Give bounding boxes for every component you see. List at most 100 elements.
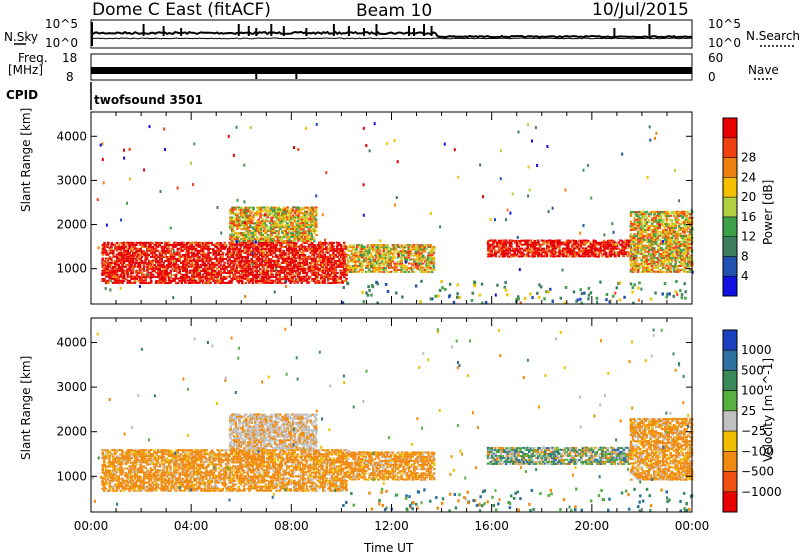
power-echo-cell [110,246,113,248]
power-sparse-echo [490,218,492,221]
power-echo-cell [433,267,436,269]
power-echo-cell [587,253,590,255]
power-echo-cell [639,257,642,259]
power-sparse-echo [320,241,322,244]
power-echo-cell [259,217,262,219]
power-echo-cell [614,255,617,257]
power-echo-cell [255,254,258,256]
power-echo-cell [567,246,570,248]
power-echo-cell [109,266,112,268]
power-sparse-echo [678,199,680,202]
power-clutter-echo [505,289,508,292]
power-echo-cell [631,253,634,255]
power-sparse-echo [103,181,105,184]
power-echo-cell [310,232,313,234]
power-echo-cell [571,245,574,247]
power-echo-cell [526,246,529,248]
power-clutter-echo [419,300,422,303]
power-echo-cell [282,256,285,258]
power-echo-cell [275,276,278,278]
power-clutter-echo [457,283,460,286]
power-echo-cell [234,238,237,240]
power-echo-cell [649,229,652,231]
power-echo-cell [238,236,241,238]
power-sparse-echo [439,225,441,228]
power-echo-cell [669,263,672,265]
power-echo-cell [646,257,649,259]
power-echo-cell [297,215,300,217]
power-echo-cell [150,280,153,282]
power-sparse-echo [562,269,564,272]
power-echo-cell [594,252,597,254]
power-echo-cell [662,221,665,223]
power-echo-cell [683,233,686,235]
power-sparse-echo [120,287,122,290]
power-sparse-echo [365,144,367,147]
power-echo-cell [114,244,117,246]
power-echo-cell [173,256,176,258]
power-echo-cell [203,242,206,244]
power-echo-cell [333,264,336,266]
power-echo-cell [230,282,233,284]
power-echo-cell [630,221,633,223]
power-echo-cell [313,256,316,258]
power-echo-cell [155,254,158,256]
power-echo-cell [408,257,411,259]
power-echo-cell [379,248,382,250]
power-echo-cell [202,260,205,262]
power-echo-cell [202,250,205,252]
power-echo-cell [299,260,302,262]
power-echo-cell [207,282,210,284]
power-echo-cell [617,248,620,250]
power-echo-cell [323,282,326,284]
power-echo-cell [130,248,133,250]
power-echo-cell [268,240,271,242]
power-echo-cell [293,218,296,220]
power-echo-cell [331,254,334,256]
power-sparse-echo [163,128,165,131]
power-echo-cell [633,233,636,235]
power-echo-cell [635,213,638,215]
power-echo-cell [656,257,659,259]
power-sparse-echo [237,199,239,202]
power-echo-cell [209,282,212,284]
power-echo-cell [673,255,676,257]
power-echo-cell [157,276,160,278]
power-echo-cell [254,232,257,234]
power-echo-cell [425,248,428,250]
power-clutter-echo [496,284,499,287]
power-echo-cell [667,235,670,237]
power-echo-cell [207,254,210,256]
power-echo-cell [194,260,197,262]
power-echo-cell [124,252,127,254]
power-echo-cell [334,274,337,276]
power-echo-cell [263,228,266,230]
power-echo-cell [311,242,314,244]
power-echo-cell [508,248,511,250]
power-echo-cell [395,248,398,250]
power-echo-cell [318,252,321,254]
power-sparse-echo [173,260,175,263]
power-sparse-echo [615,243,617,246]
power-clutter-echo [367,285,370,288]
power-echo-cell [513,252,516,254]
power-echo-cell [261,262,264,264]
power-echo-cell [170,266,173,268]
power-echo-cell [637,271,640,273]
power-echo-cell [119,250,122,252]
power-echo-cell [685,271,688,273]
power-echo-cell [272,228,275,230]
power-clutter-echo [456,292,459,295]
power-echo-cell [330,282,333,284]
power-echo-cell [232,242,235,244]
power-echo-cell [327,252,330,254]
power-clutter-echo [387,290,390,293]
power-echo-cell [605,254,608,256]
power-echo-cell [641,221,644,223]
power-echo-cell [139,248,142,250]
power-echo-cell [644,271,647,273]
power-echo-cell [221,256,224,258]
power-echo-cell [209,260,212,262]
power-clutter-echo [606,293,609,296]
power-sparse-echo [342,264,344,267]
